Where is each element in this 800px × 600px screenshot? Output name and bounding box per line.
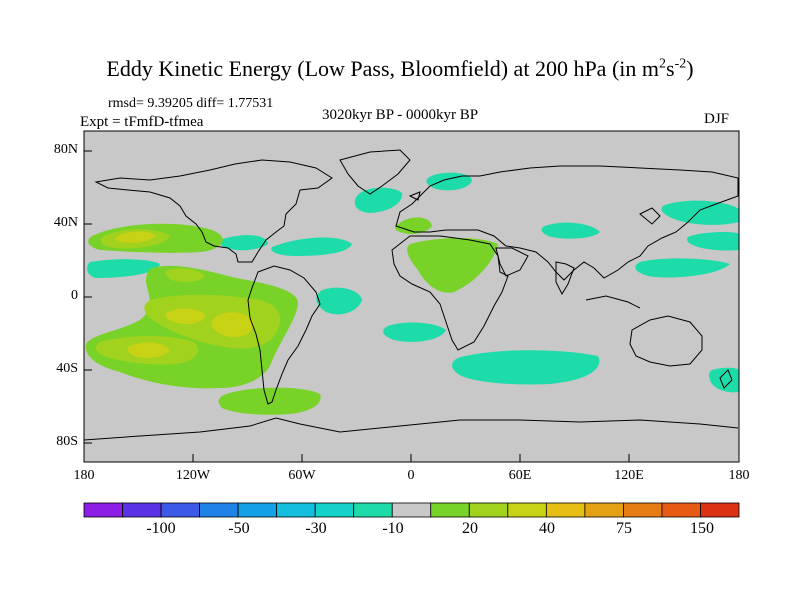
field-cyan-nasia (541, 222, 600, 239)
xtick-180-east: 180 (728, 468, 750, 483)
xtick-0: 0 (407, 468, 415, 483)
field-yellowgreen-npac (115, 231, 156, 243)
coast-antarctica (84, 417, 739, 441)
colorbar-label-150: 150 (690, 520, 714, 537)
field-green-nafrica (407, 238, 498, 293)
field-cyan-atl40 (271, 237, 352, 256)
field-cyan-afr (383, 322, 446, 342)
period-label: 3020kyr BP - 0000kyr BP (321, 107, 479, 123)
coast-arabia (495, 247, 529, 277)
colorbar-label-40: 40 (539, 520, 555, 537)
colorbar-label-75: 75 (616, 520, 632, 537)
ytick-0: 0 (71, 288, 78, 303)
field-cyan-wpac (686, 232, 739, 251)
coast-africa (391, 235, 509, 351)
field-cyan-scand (426, 172, 472, 191)
field-yellowgreen-spac2 (211, 312, 254, 338)
coastlines (84, 149, 739, 441)
field-green-south (218, 387, 321, 415)
axis-ticks (83, 150, 740, 462)
xtick-60E: 60E (508, 468, 532, 483)
colorbar-swatch (661, 502, 701, 518)
colorbar-label--100: -100 (146, 520, 176, 537)
ytick-40S: 40S (56, 361, 78, 376)
colorbar (83, 502, 740, 518)
colorbar-swatch (353, 502, 393, 518)
coast-nz (719, 369, 733, 389)
anomaly-fields (84, 149, 739, 441)
ytick-80S: 80S (56, 434, 78, 449)
colorbar-swatch (83, 502, 123, 518)
colorbar-swatch (314, 502, 355, 518)
field-lightgreen-trop (165, 268, 205, 283)
coast-islands-3 (408, 191, 421, 201)
colorbar-swatch (237, 502, 278, 518)
colorbar-label--10: -10 (382, 520, 404, 537)
colorbar-swatch (430, 502, 470, 518)
field-cyan-npac (661, 200, 739, 225)
field-cyan-eastpac (635, 258, 730, 278)
coast-islands-2 (639, 207, 661, 225)
field-green-europe (395, 217, 432, 234)
xtick-60W: 60W (288, 468, 316, 483)
experiment-label: Expt = tFmfD-tfmea (80, 114, 204, 130)
colorbar-swatch (391, 502, 432, 518)
ytick-40N: 40N (53, 215, 78, 230)
colorbar-swatch (507, 502, 547, 518)
coast-india (555, 261, 575, 296)
coast-islands-1 (585, 295, 641, 309)
field-cyan-aus (708, 367, 739, 393)
colorbar-label--30: -30 (305, 520, 327, 537)
stats-label: rmsd= 9.39205 diff= 1.77531 (108, 96, 274, 111)
field-cyan-natl (354, 187, 403, 213)
field-cyan-satl (316, 287, 362, 315)
colorbar-swatch (468, 502, 509, 518)
colorbar-swatch (623, 502, 663, 518)
field-cyan-epac (87, 259, 160, 278)
field-cyan-sio (452, 350, 600, 385)
field-cyan-namer (219, 235, 268, 251)
xtick-180-west: 180 (73, 468, 95, 483)
coast-north-america (94, 159, 333, 263)
coast-eurasia (395, 165, 739, 281)
coast-south-america (247, 265, 321, 405)
season-label: DJF (704, 111, 730, 127)
colorbar-swatch (160, 502, 200, 518)
colorbar-swatch (276, 502, 316, 518)
xtick-120E: 120E (614, 468, 644, 483)
map-title: Eddy Kinetic Energy (Low Pass, Bloomfiel… (106, 56, 694, 81)
colorbar-label--50: -50 (228, 520, 250, 537)
xtick-120W: 120W (175, 468, 211, 483)
field-yellowgreen-south (127, 342, 170, 358)
coast-greenland (339, 149, 411, 195)
colorbar-swatch (122, 502, 162, 518)
colorbar-swatch (199, 502, 239, 518)
colorbar-swatch (545, 502, 586, 518)
ytick-80N: 80N (53, 142, 78, 157)
colorbar-swatch (700, 502, 740, 518)
colorbar-swatch (584, 502, 624, 518)
coast-australia (629, 315, 703, 367)
colorbar-label-20: 20 (462, 520, 478, 537)
field-yellowgreen-spac1 (165, 308, 206, 324)
